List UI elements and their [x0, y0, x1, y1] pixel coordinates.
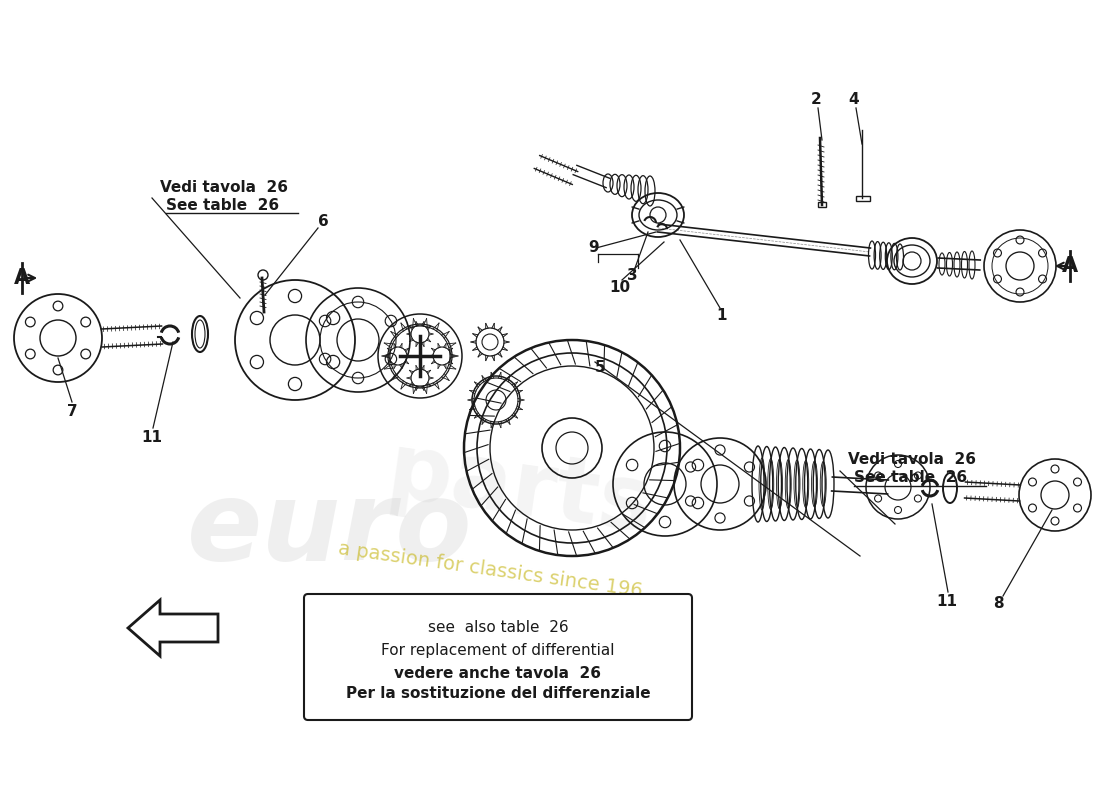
Text: 6: 6 — [318, 214, 329, 230]
Text: vedere anche tavola  26: vedere anche tavola 26 — [395, 666, 602, 682]
Bar — [856, 196, 870, 201]
Text: 3: 3 — [627, 267, 637, 282]
Text: 5: 5 — [595, 361, 605, 375]
Text: 4: 4 — [849, 93, 859, 107]
Text: 2: 2 — [811, 93, 822, 107]
Bar — [818, 202, 826, 207]
Text: parts: parts — [382, 428, 658, 552]
Text: Vedi tavola  26: Vedi tavola 26 — [848, 453, 976, 467]
Text: See table  26: See table 26 — [166, 198, 279, 213]
Text: euro: euro — [187, 477, 473, 583]
Text: a passion for classics since 196: a passion for classics since 196 — [337, 539, 644, 601]
Text: A: A — [1062, 256, 1078, 276]
FancyBboxPatch shape — [304, 594, 692, 720]
Text: 9: 9 — [588, 241, 600, 255]
Text: See table  26: See table 26 — [854, 470, 967, 486]
Text: 8: 8 — [992, 595, 1003, 610]
Text: Per la sostituzione del differenziale: Per la sostituzione del differenziale — [345, 686, 650, 702]
Text: 11: 11 — [142, 430, 163, 446]
Text: For replacement of differential: For replacement of differential — [382, 642, 615, 658]
Text: Vedi tavola  26: Vedi tavola 26 — [160, 179, 288, 194]
Text: see  also table  26: see also table 26 — [428, 621, 569, 635]
Text: 7: 7 — [67, 405, 77, 419]
Text: 10: 10 — [609, 281, 630, 295]
Text: A: A — [14, 268, 30, 288]
Text: 11: 11 — [936, 594, 957, 610]
Text: 1: 1 — [717, 307, 727, 322]
